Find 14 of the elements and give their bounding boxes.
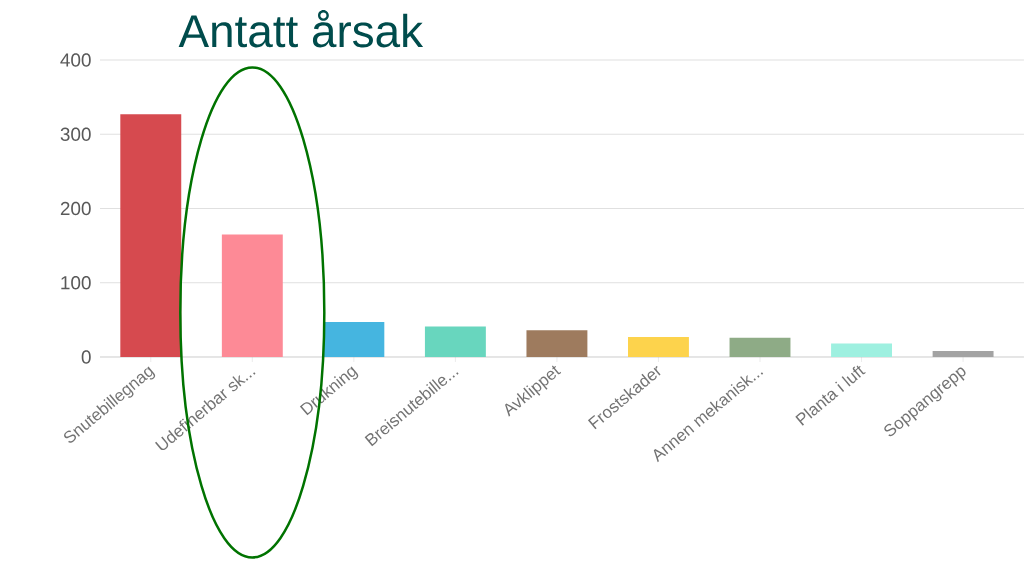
y-tick-label: 300 (60, 127, 91, 141)
bar (628, 336, 689, 357)
bar (424, 326, 486, 357)
y-tick-label: 400 (60, 53, 91, 67)
bar (526, 330, 588, 357)
y-tick-label: 100 (61, 276, 91, 290)
bar (831, 343, 892, 357)
chart-title: Antatt årsak (178, 10, 424, 48)
bar (221, 234, 283, 357)
bar (729, 337, 791, 357)
bar (323, 322, 385, 357)
bar (120, 114, 182, 357)
y-tick-label: 200 (60, 201, 91, 216)
y-tick-label: 0 (81, 350, 91, 364)
